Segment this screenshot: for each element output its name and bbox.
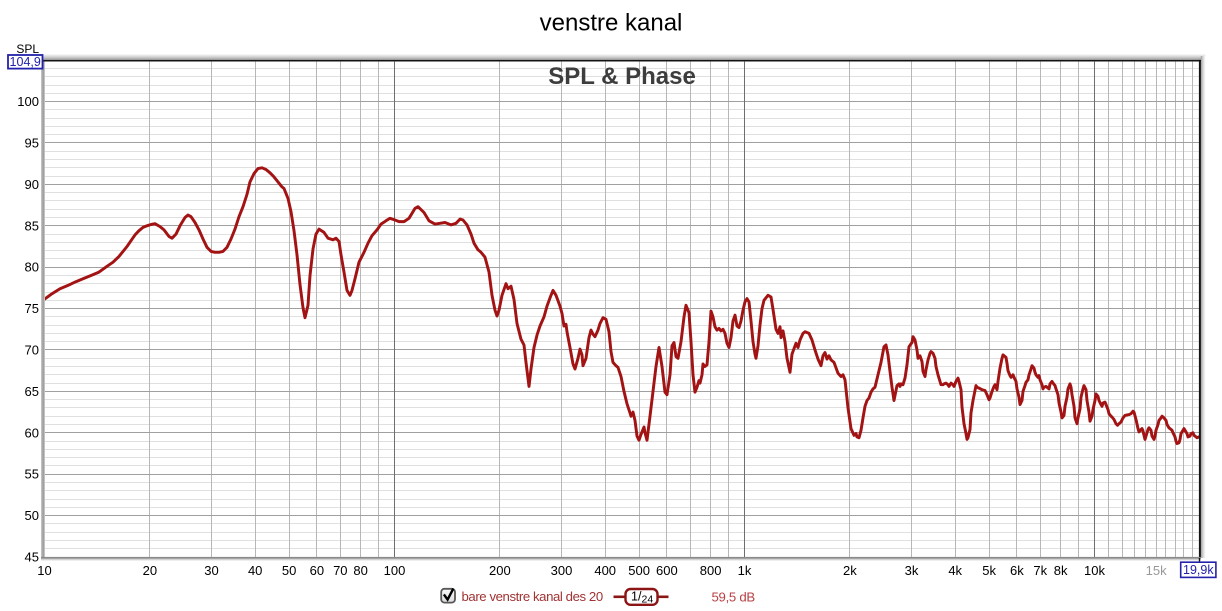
svg-text:59,5 dB: 59,5 dB xyxy=(712,589,756,604)
svg-text:6k: 6k xyxy=(1010,563,1024,578)
svg-text:10k: 10k xyxy=(1084,563,1105,578)
svg-text:70: 70 xyxy=(25,343,39,358)
svg-text:95: 95 xyxy=(25,136,39,151)
svg-text:45: 45 xyxy=(25,550,39,565)
svg-text:60: 60 xyxy=(25,425,39,440)
svg-text:20: 20 xyxy=(143,563,157,578)
svg-text:70: 70 xyxy=(333,563,347,578)
svg-text:80: 80 xyxy=(353,563,367,578)
svg-text:24: 24 xyxy=(642,594,654,606)
svg-text:600: 600 xyxy=(656,563,678,578)
svg-text:200: 200 xyxy=(489,563,511,578)
svg-text:500: 500 xyxy=(628,563,650,578)
svg-text:3k: 3k xyxy=(905,563,919,578)
svg-text:30: 30 xyxy=(204,563,218,578)
svg-text:104,9: 104,9 xyxy=(10,55,41,69)
svg-text:15k: 15k xyxy=(1146,563,1167,578)
svg-text:55: 55 xyxy=(25,467,39,482)
svg-text:100: 100 xyxy=(17,94,39,109)
svg-text:100: 100 xyxy=(384,563,406,578)
svg-text:800: 800 xyxy=(700,563,722,578)
svg-text:75: 75 xyxy=(25,301,39,316)
svg-text:bare venstre kanal des 20: bare venstre kanal des 20 xyxy=(462,589,603,604)
svg-text:300: 300 xyxy=(551,563,573,578)
svg-text:1/: 1/ xyxy=(631,590,642,604)
svg-text:SPL: SPL xyxy=(16,42,39,56)
svg-text:40: 40 xyxy=(248,563,262,578)
svg-text:venstre kanal: venstre kanal xyxy=(540,10,683,37)
svg-text:5k: 5k xyxy=(982,563,996,578)
svg-text:50: 50 xyxy=(25,508,39,523)
svg-text:10: 10 xyxy=(37,563,51,578)
svg-text:2k: 2k xyxy=(843,563,857,578)
svg-text:90: 90 xyxy=(25,177,39,192)
svg-text:SPL & Phase: SPL & Phase xyxy=(548,63,696,90)
svg-text:85: 85 xyxy=(25,218,39,233)
svg-text:7k: 7k xyxy=(1033,563,1047,578)
svg-text:19,9k: 19,9k xyxy=(1183,563,1214,577)
svg-text:50: 50 xyxy=(282,563,296,578)
svg-text:400: 400 xyxy=(594,563,616,578)
svg-text:80: 80 xyxy=(25,260,39,275)
svg-text:65: 65 xyxy=(25,384,39,399)
svg-text:1k: 1k xyxy=(738,563,752,578)
svg-text:4k: 4k xyxy=(948,563,962,578)
svg-text:60: 60 xyxy=(310,563,324,578)
svg-text:8k: 8k xyxy=(1054,563,1068,578)
